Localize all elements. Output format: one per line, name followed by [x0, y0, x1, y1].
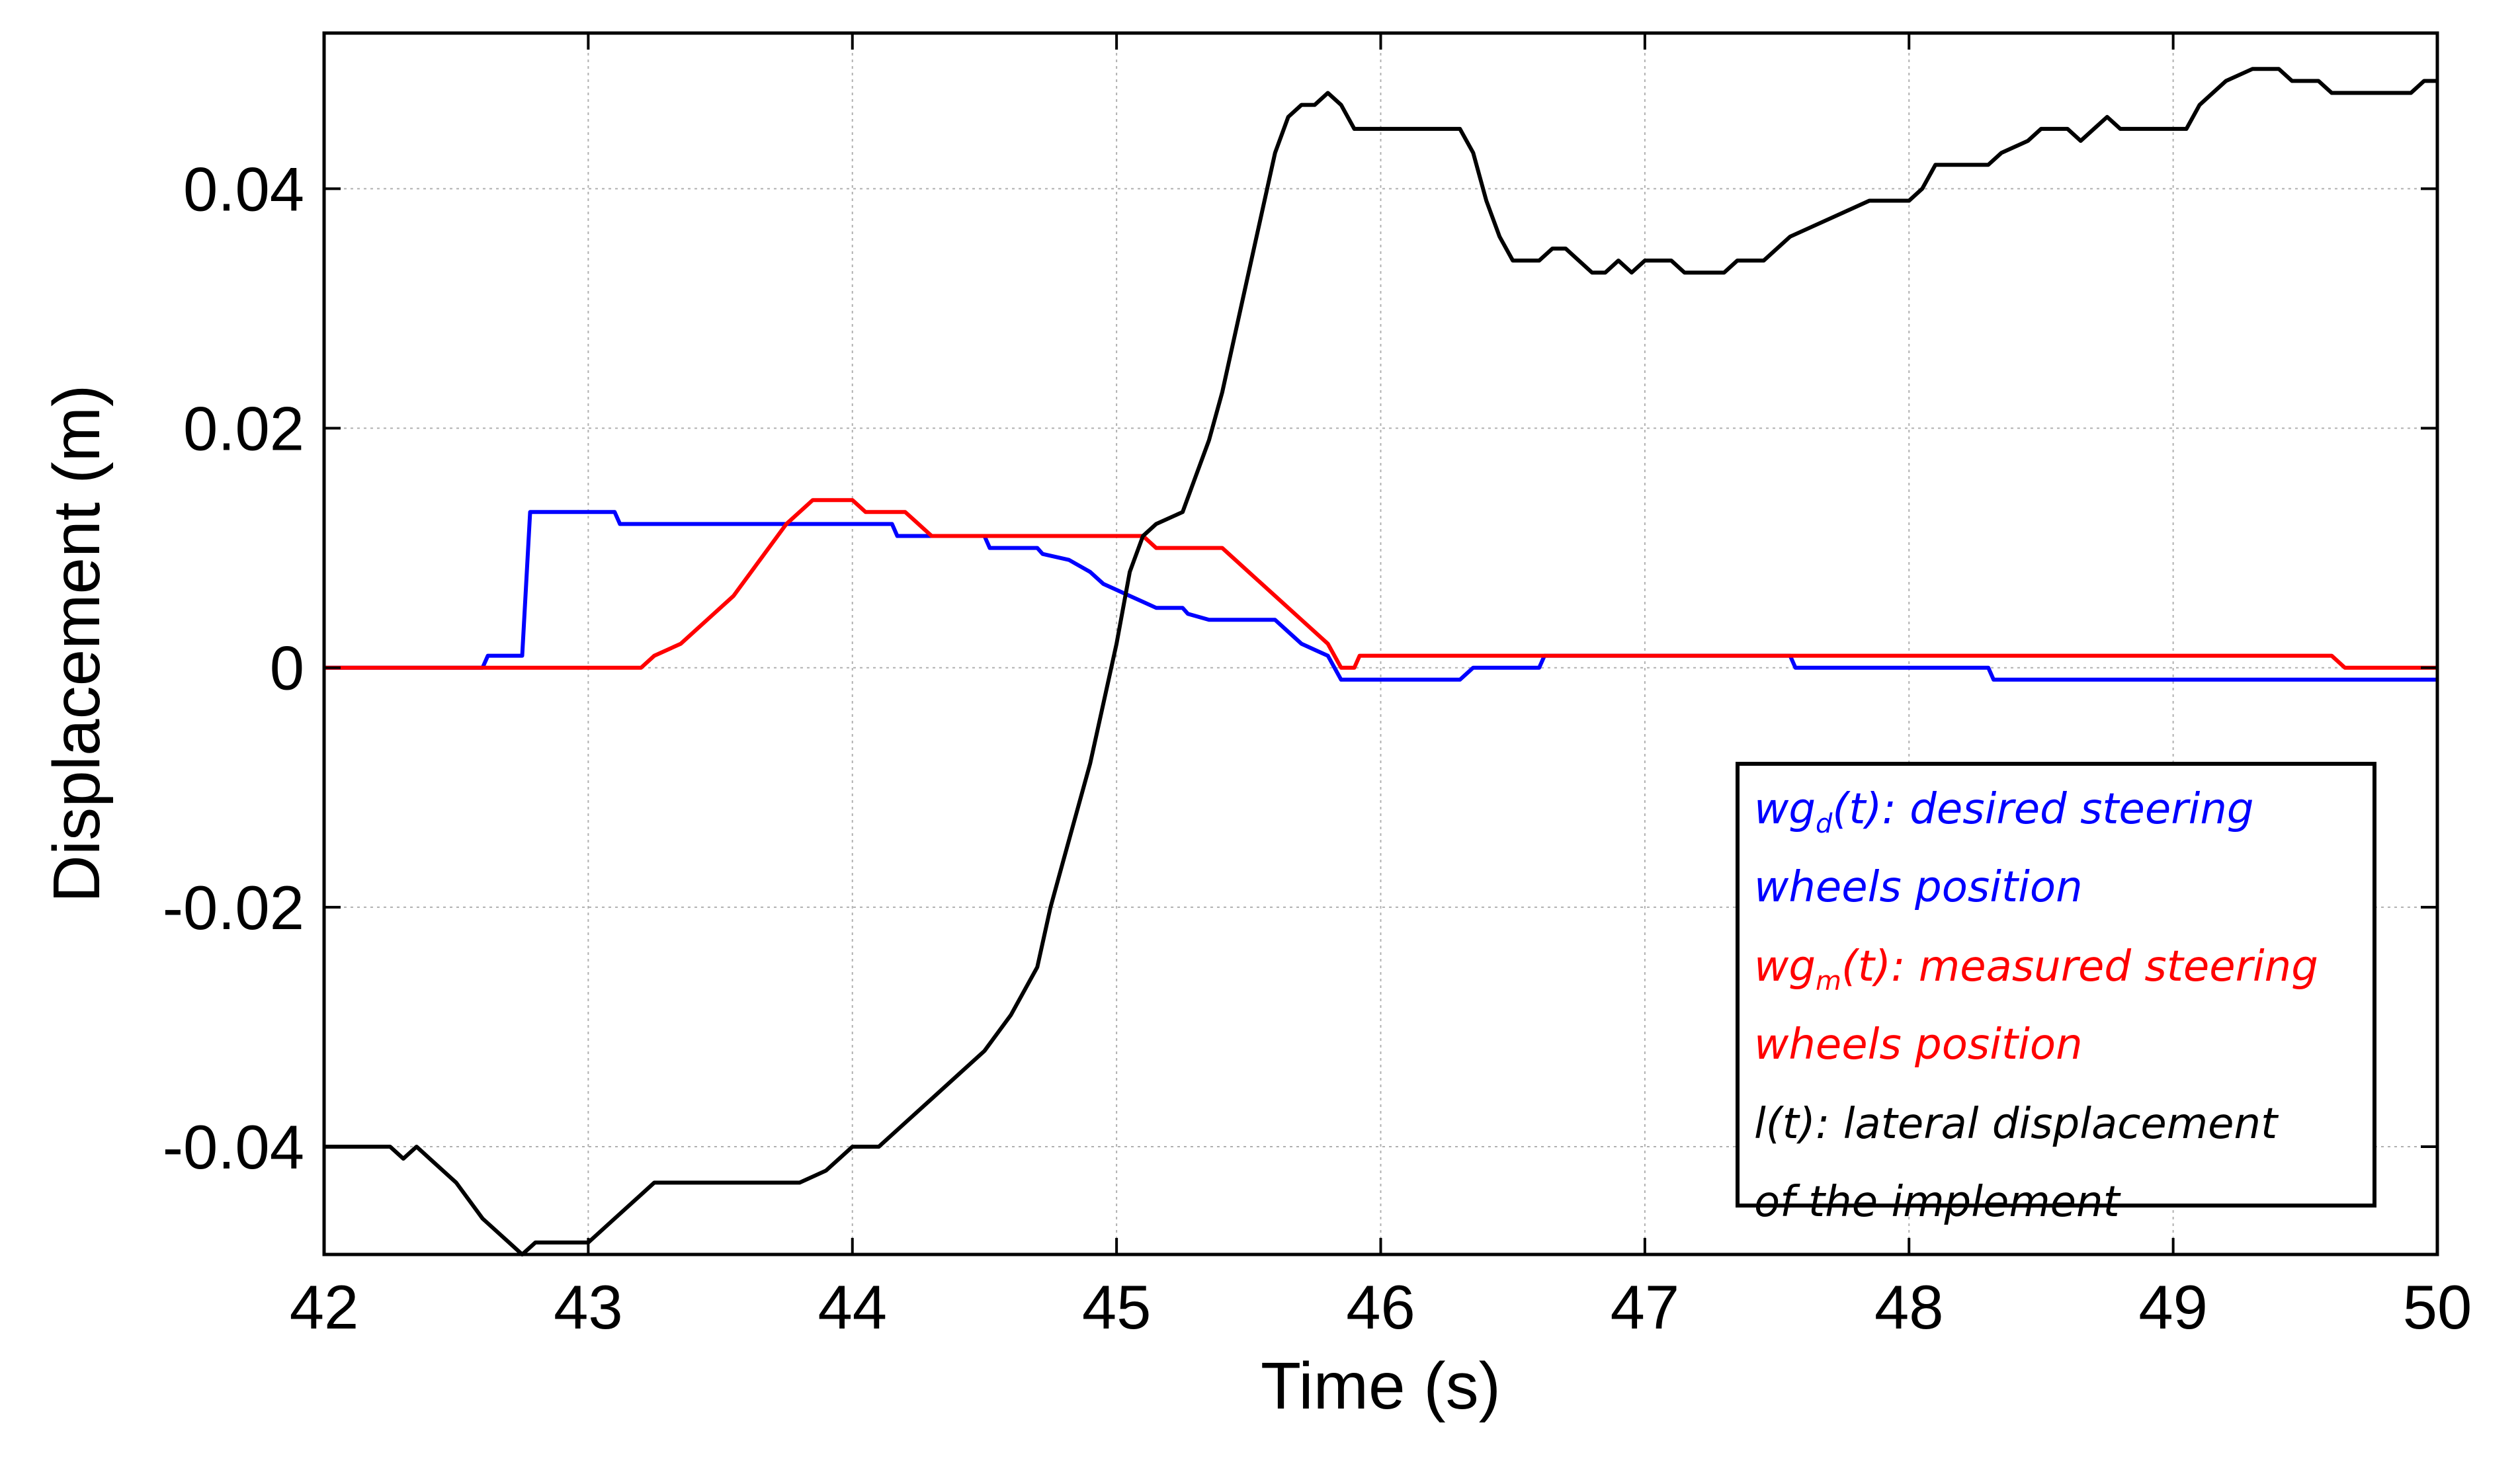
x-axis-label: Time (s): [1261, 1349, 1501, 1423]
axis-ticks: 42 43 44 45 46 47 48 49 50 -0.04 -0.02 0 0.02 0.04: [163, 33, 2472, 1342]
legend-entry-l: l(t): lateral displacement: [1754, 1100, 2279, 1149]
series-layer: [324, 67, 2437, 1256]
y-axis-label: Displacement (m): [40, 385, 114, 903]
x-tick-label: 48: [1874, 1272, 1944, 1342]
series-line-l: [324, 67, 2437, 1256]
legend-entry-wgm: wgm(t): measured steering: [1754, 942, 2318, 997]
series-line-wgm: [324, 498, 2437, 670]
x-tick-label: 44: [818, 1272, 887, 1342]
x-tick-label: 49: [2138, 1272, 2208, 1342]
legend-entry-wgd: wgd(t): desired steering: [1754, 785, 2254, 839]
x-tick-label: 46: [1346, 1272, 1415, 1342]
legend-entry-wgm-line2: wheels position: [1754, 1020, 2083, 1069]
series-line-wgd: [324, 510, 2437, 682]
x-tick-label: 43: [554, 1272, 623, 1342]
y-tick-label: -0.02: [163, 873, 304, 942]
y-tick-label: 0.02: [183, 394, 304, 464]
x-tick-label: 47: [1611, 1272, 1680, 1342]
x-tick-label: 42: [290, 1272, 359, 1342]
legend-entry-l-line2: of the implement: [1754, 1178, 2122, 1227]
y-tick-label: 0.04: [183, 154, 304, 224]
legend-box: [1736, 762, 2376, 1208]
x-tick-label: 45: [1082, 1272, 1152, 1342]
legend-entry-wgd-line2: wheels position: [1754, 863, 2083, 912]
legend: wgd(t): desired steering wheels position w…: [1736, 762, 2376, 1227]
y-tick-label: -0.04: [163, 1112, 304, 1182]
x-tick-label: 50: [2403, 1272, 2472, 1342]
y-tick-label: 0: [270, 634, 304, 703]
